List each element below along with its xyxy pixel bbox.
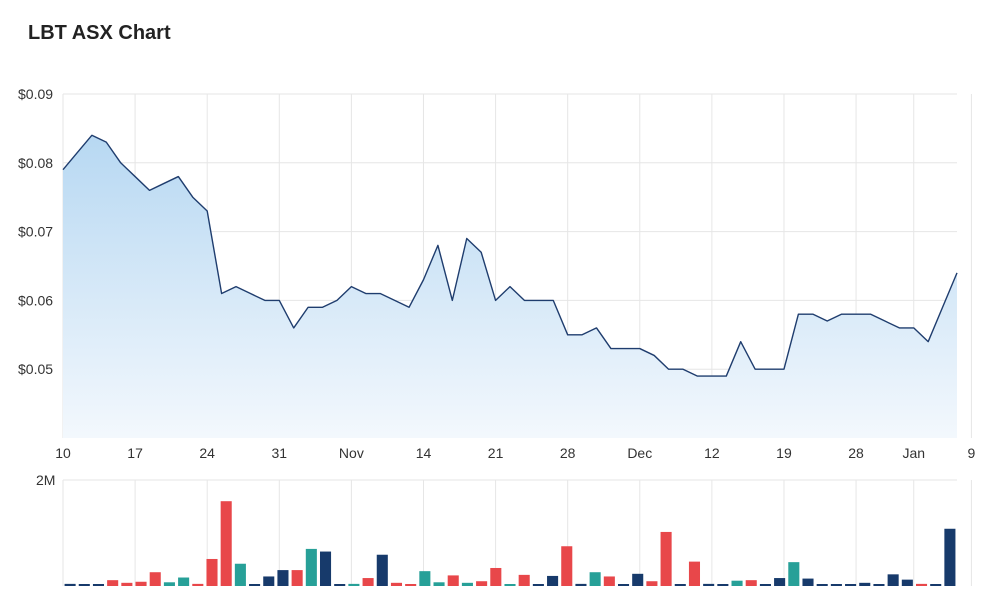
y-tick-label: $0.05 <box>18 361 53 377</box>
volume-bar <box>107 580 119 586</box>
volume-bars <box>64 501 956 586</box>
volume-bar <box>561 546 573 586</box>
volume-bar <box>589 572 601 586</box>
x-tick-label: 12 <box>704 445 720 461</box>
volume-bar <box>759 584 771 586</box>
volume-bar <box>206 558 218 586</box>
x-tick-label: Jan <box>902 445 925 461</box>
y-tick-label: $0.09 <box>18 86 53 102</box>
volume-bar <box>547 575 559 586</box>
y-tick-label: $0.08 <box>18 155 53 171</box>
x-tick-label: Nov <box>339 445 364 461</box>
volume-bar <box>830 584 842 586</box>
volume-bar <box>575 583 587 586</box>
volume-bar <box>845 584 857 586</box>
y-tick-label: $0.07 <box>18 224 53 240</box>
x-tick-label: 28 <box>560 445 576 461</box>
x-tick-label: 9 <box>968 445 976 461</box>
x-axis: 10 17 24 31 Nov 14 21 28 Dec 12 19 28 Jan 9 <box>55 445 975 461</box>
price-y-axis: $0.09 $0.08 $0.07 $0.06 $0.05 <box>18 86 53 377</box>
volume-bar <box>688 561 701 586</box>
volume-bar <box>121 582 133 586</box>
volume-bar <box>348 583 360 586</box>
volume-bar <box>192 583 204 586</box>
x-tick-label: 31 <box>272 445 288 461</box>
volume-bar <box>135 581 147 586</box>
volume-bar <box>788 562 800 586</box>
volume-bar <box>802 578 814 586</box>
volume-bar <box>334 584 346 586</box>
x-tick-label: 14 <box>416 445 432 461</box>
volume-bar <box>674 584 686 586</box>
volume-bar <box>915 583 928 586</box>
volume-bar <box>78 584 90 586</box>
volume-bar <box>603 576 615 586</box>
price-line <box>62 134 958 377</box>
volume-y-axis: 2M <box>36 472 55 488</box>
volume-bar <box>930 584 942 586</box>
volume-bar <box>717 584 729 586</box>
volume-bar <box>263 576 275 586</box>
x-tick-label: 10 <box>55 445 71 461</box>
x-tick-label: 28 <box>848 445 864 461</box>
volume-bar <box>220 501 232 586</box>
volume-bar <box>305 548 317 586</box>
volume-bar <box>277 570 289 586</box>
volume-bar <box>447 575 459 586</box>
volume-bar <box>291 570 303 586</box>
volume-bar <box>632 573 644 586</box>
volume-bar <box>646 581 658 586</box>
volume-bar <box>518 574 530 586</box>
y-tick-label: $0.06 <box>18 292 53 308</box>
price-series-line <box>62 134 958 377</box>
volume-bar <box>376 554 388 586</box>
volume-bar <box>816 584 828 586</box>
volume-bar <box>178 577 190 586</box>
volume-bar <box>731 580 743 586</box>
x-tick-label: 24 <box>199 445 215 461</box>
volume-bar <box>504 584 516 586</box>
volume-bar <box>433 582 445 586</box>
volume-bar <box>362 578 374 586</box>
volume-bar <box>617 584 630 586</box>
volume-bar <box>660 531 672 586</box>
volume-bar <box>901 579 913 586</box>
volume-bar <box>859 582 871 586</box>
volume-bar <box>390 582 403 586</box>
volume-bar <box>490 567 502 586</box>
volume-bar <box>163 582 175 586</box>
volume-bar <box>745 580 757 586</box>
x-tick-label: Dec <box>627 445 652 461</box>
volume-bar <box>461 582 473 586</box>
volume-bar <box>92 584 105 586</box>
volume-bar <box>944 528 956 586</box>
x-tick-label: 17 <box>127 445 143 461</box>
volume-bar <box>532 584 544 586</box>
volume-bar <box>319 551 332 586</box>
volume-bar <box>873 584 885 586</box>
volume-bar <box>887 574 899 586</box>
volume-grid <box>62 479 972 586</box>
volume-bar <box>476 581 488 586</box>
volume-bar <box>149 572 161 586</box>
volume-bar <box>703 583 715 586</box>
volume-y-tick-label: 2M <box>36 472 55 488</box>
volume-bar <box>419 571 431 586</box>
volume-bar <box>774 578 786 586</box>
volume-bar <box>249 584 261 586</box>
volume-bar <box>234 563 246 586</box>
x-tick-label: 19 <box>776 445 792 461</box>
volume-bar <box>64 583 76 586</box>
x-tick-label: 21 <box>488 445 504 461</box>
volume-bar <box>405 584 417 586</box>
chart-title: LBT ASX Chart <box>28 22 171 44</box>
